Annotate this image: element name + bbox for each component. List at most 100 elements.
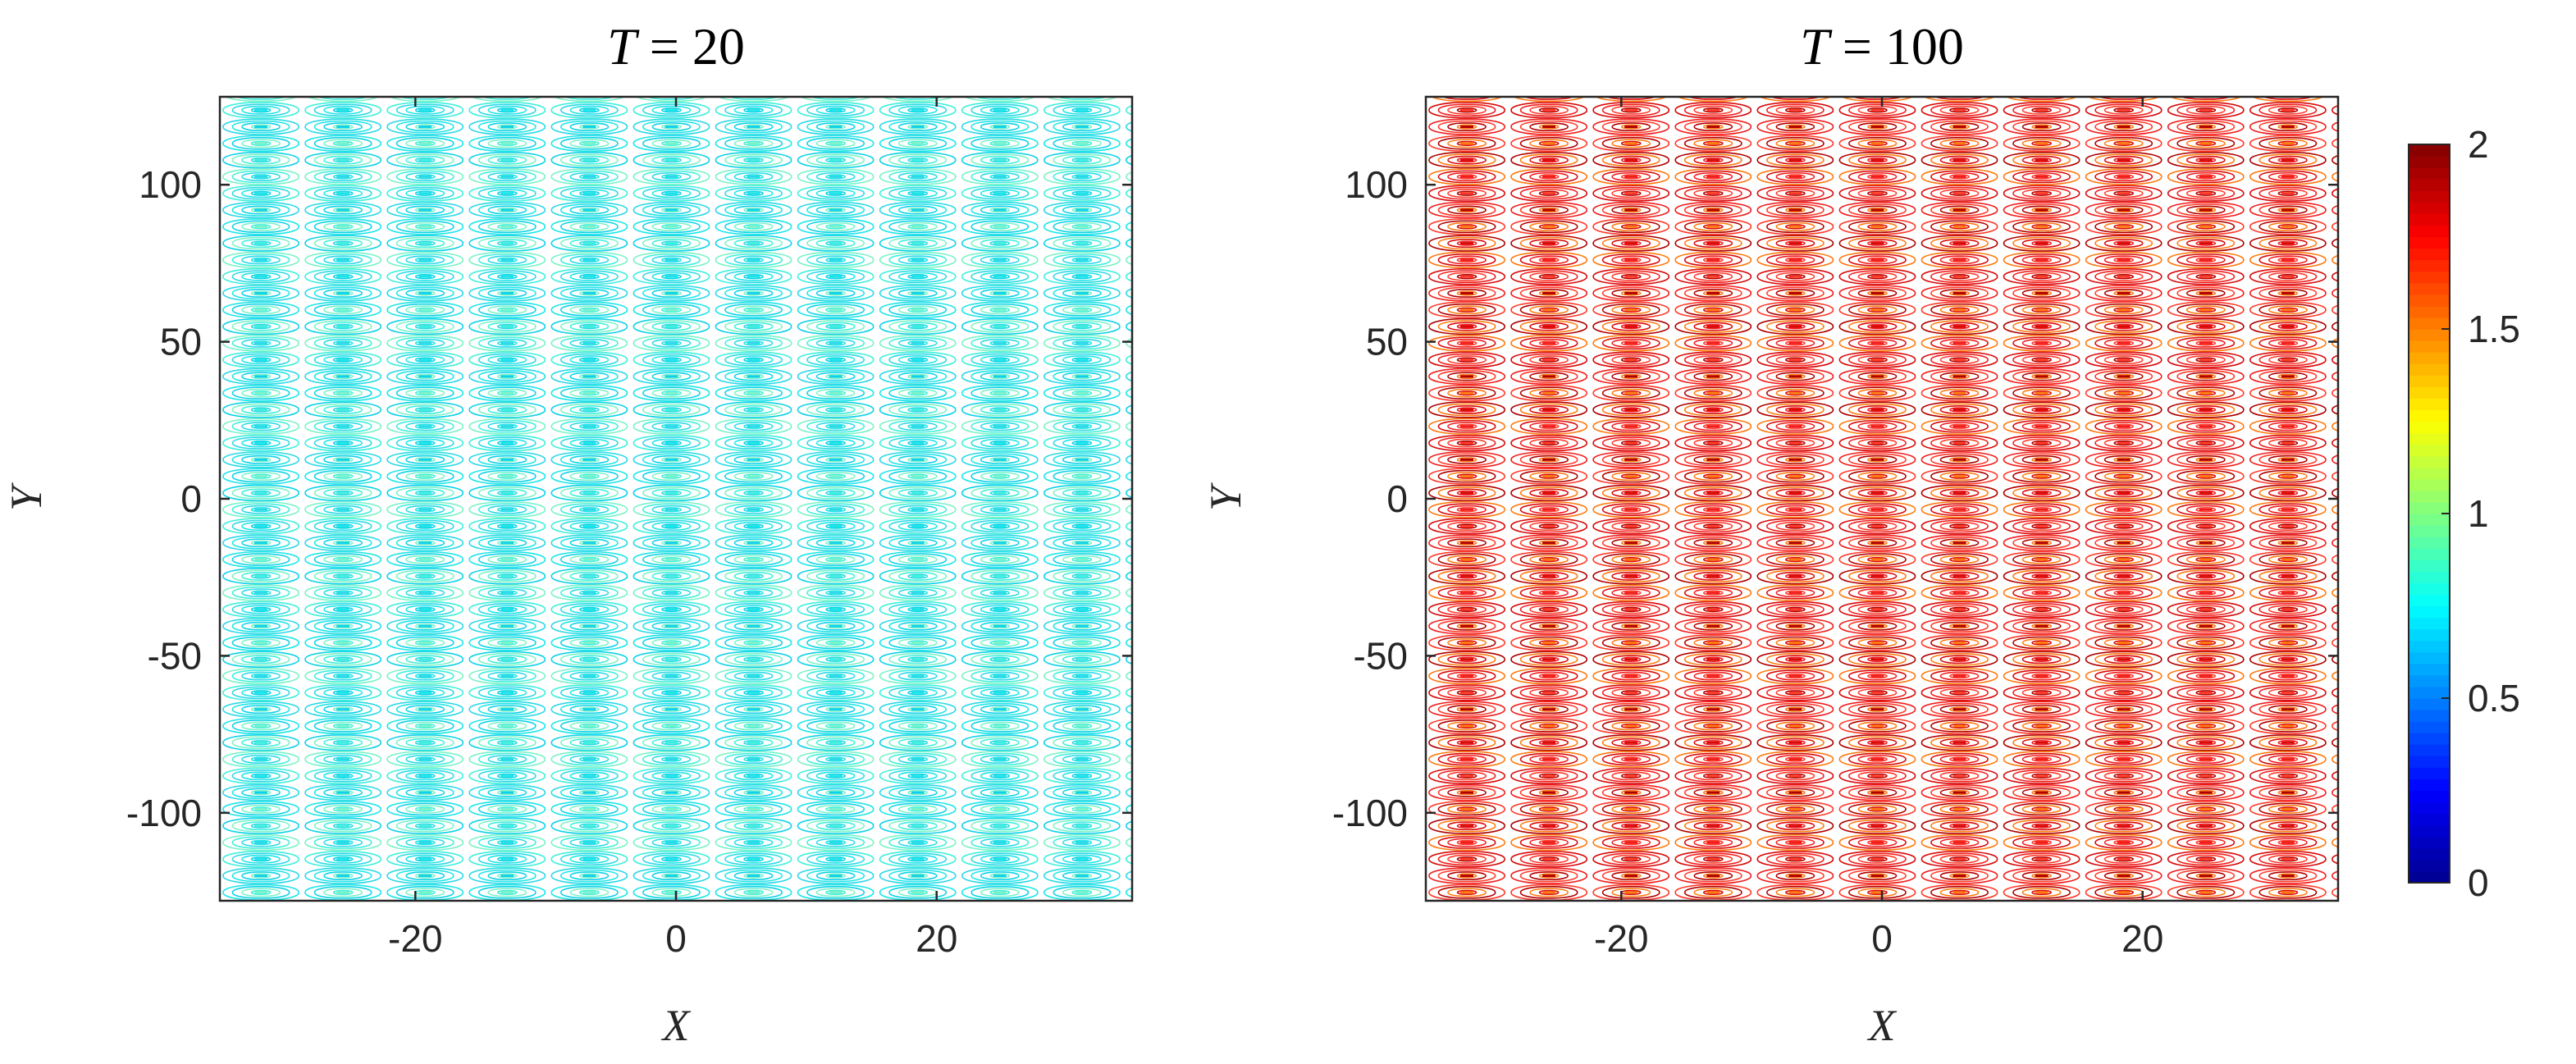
contour-line (1510, 251, 1587, 269)
contour-line (797, 185, 875, 202)
contour-cell (1126, 604, 1132, 615)
contour-cell (141, 835, 217, 851)
contour-line (1620, 473, 1642, 479)
contour-line (1510, 600, 1587, 619)
contour-line (1053, 553, 1112, 566)
contour-line (715, 783, 792, 801)
contour-line (1447, 272, 1487, 281)
contour-line (224, 97, 298, 103)
contour-line (169, 391, 188, 395)
contour-peak (1075, 525, 1089, 527)
contour-line (980, 621, 1020, 631)
contour-line (1053, 336, 1112, 350)
contour-line (569, 139, 610, 148)
contour-line (386, 851, 464, 868)
contour-line (879, 634, 957, 651)
contour-peak (582, 192, 596, 195)
contour-line (1428, 701, 1505, 718)
contour-line (907, 806, 928, 812)
contour-line (550, 201, 628, 219)
contour-peak (336, 591, 350, 595)
contour-peak (1075, 291, 1089, 295)
contour-peak (418, 491, 432, 495)
contour-line (1135, 870, 1192, 882)
contour-line (961, 783, 1039, 801)
contour-line (961, 335, 1039, 352)
contour-cell (1347, 585, 1423, 600)
contour-line (989, 756, 1011, 762)
contour-line (1611, 538, 1651, 548)
contour-line (1154, 275, 1173, 279)
contour-line (1044, 550, 1121, 569)
contour-cell (1126, 254, 1132, 266)
contour-line (980, 771, 1020, 781)
contour-line (1145, 838, 1183, 846)
contour-line (304, 418, 381, 435)
contour-line (150, 570, 207, 582)
contour-peak (993, 275, 1007, 278)
contour-peak (1075, 591, 1089, 595)
contour-peak (993, 658, 1007, 661)
contour-peak (665, 208, 678, 212)
contour-peak (665, 192, 678, 195)
contour-line (1510, 201, 1587, 219)
contour-line (241, 821, 281, 831)
contour-line (141, 719, 217, 734)
contour-line (1375, 891, 1394, 895)
contour-line (661, 274, 682, 280)
contour-line (477, 320, 537, 333)
contour-line (1154, 774, 1173, 779)
title-left: T = 20 (607, 17, 745, 75)
contour-line (989, 473, 1011, 479)
contour-line (825, 224, 846, 230)
contour-peak (993, 724, 1007, 728)
contour-peak (747, 108, 760, 112)
contour-peak (1624, 824, 1638, 828)
contour-line (1428, 767, 1505, 784)
contour-line (1356, 437, 1413, 449)
contour-line (477, 886, 537, 899)
contour-line (825, 806, 846, 812)
contour-line (579, 656, 600, 662)
contour-line (1347, 468, 1423, 484)
contour-line (1126, 437, 1132, 449)
contour-peak (1075, 158, 1089, 162)
contour-line (1519, 553, 1578, 566)
contour-line (724, 869, 783, 883)
contour-peak (665, 591, 678, 595)
contour-line (1601, 686, 1660, 700)
contour-line (1135, 454, 1192, 465)
contour-line (1447, 122, 1487, 132)
contour-cell (1044, 317, 1121, 336)
contour-peak (1460, 391, 1474, 395)
contour-peak (911, 558, 925, 561)
contour-line (879, 667, 957, 685)
contour-line (313, 186, 372, 200)
contour-line (388, 97, 462, 103)
contour-line (304, 717, 381, 735)
contour-line (1447, 888, 1487, 897)
contour-line (395, 836, 454, 849)
contour-peak (993, 841, 1007, 844)
contour-line (550, 135, 628, 152)
contour-line (550, 351, 628, 368)
contour-line (1529, 338, 1569, 348)
contour-line (1437, 686, 1496, 700)
contour-cell (1510, 667, 1587, 685)
contour-line (879, 218, 957, 235)
contour-cell (715, 851, 792, 868)
contour-line (1347, 602, 1423, 618)
contour-line (487, 288, 528, 298)
contour-peak (1378, 891, 1391, 893)
contour-line (1044, 801, 1121, 818)
contour-line (313, 553, 372, 566)
contour-line (569, 438, 610, 448)
contour-cell (961, 351, 1039, 368)
contour-line (1044, 401, 1121, 418)
contour-line (579, 889, 600, 895)
contour-line (313, 619, 372, 633)
contour-peak (418, 375, 432, 378)
contour-line (980, 804, 1020, 814)
contour-line (806, 486, 865, 500)
contour-peak (911, 126, 925, 129)
